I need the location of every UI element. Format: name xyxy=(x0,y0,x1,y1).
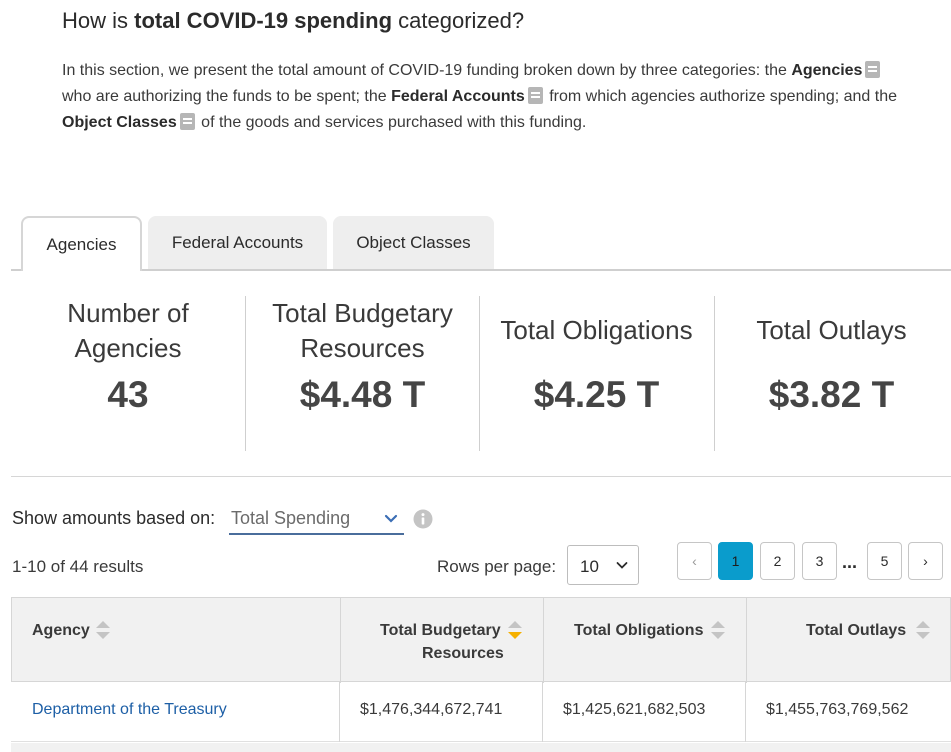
stat-label: Agencies xyxy=(74,333,182,363)
intro-text: from which agencies authorize spending; … xyxy=(544,88,897,105)
spending-type-select[interactable]: Total Spending xyxy=(229,504,404,535)
page-button-3[interactable]: 3 xyxy=(802,542,837,580)
heading-suffix: categorized? xyxy=(392,8,525,33)
agency-link[interactable]: Department of the Treasury xyxy=(32,701,227,718)
summary-stats: Number of Agencies 43 Total Budgetary Re… xyxy=(11,296,951,451)
rows-per-page-value: 10 xyxy=(580,557,599,576)
chevron-down-icon xyxy=(616,562,628,569)
tab-rule xyxy=(11,269,951,271)
cell-value: $1,476,344,672,741 xyxy=(360,701,503,718)
stat-total-obligations: Total Obligations $4.25 T xyxy=(479,296,713,451)
glossary-book-icon[interactable] xyxy=(527,87,543,104)
cell-outlays: $1,455,763,769,562 xyxy=(745,682,951,742)
stat-total-budgetary-resources: Total Budgetary Resources $4.48 T xyxy=(245,296,479,451)
pagination-ellipsis: ... xyxy=(842,552,858,572)
glossary-term-federal-accounts[interactable]: Federal Accounts xyxy=(391,88,525,105)
section-heading: How is total COVID-19 spending categoriz… xyxy=(62,8,524,34)
heading-bold: total COVID-19 spending xyxy=(134,8,393,33)
page-button-1[interactable]: 1 xyxy=(718,542,753,580)
sort-icon[interactable] xyxy=(710,619,726,641)
intro-text: who are authorizing the funds to be spen… xyxy=(62,88,392,105)
stat-label: Resources xyxy=(300,333,425,363)
divider xyxy=(11,476,951,477)
spending-type-value: Total Spending xyxy=(231,508,351,528)
column-label: Total Obligations xyxy=(574,622,704,639)
stat-number-of-agencies: Number of Agencies 43 xyxy=(11,296,245,451)
glossary-term-agencies[interactable]: Agencies xyxy=(791,62,863,79)
rows-per-page-label: Rows per page: xyxy=(437,557,557,576)
intro-text: In this section, we present the total am… xyxy=(62,62,792,79)
cell-budgetary: $1,476,344,672,741 xyxy=(339,682,542,742)
stat-value: 43 xyxy=(107,374,149,415)
stat-value: $4.48 T xyxy=(299,374,426,415)
results-count: 1-10 of 44 results xyxy=(12,557,144,576)
stat-label: Number of xyxy=(67,298,189,328)
cell-obligations: $1,425,621,682,503 xyxy=(542,682,745,742)
column-header-total-outlays[interactable]: Total Outlays xyxy=(746,598,951,683)
next-page-button[interactable]: › xyxy=(908,542,943,580)
tab-federal-accounts[interactable]: Federal Accounts xyxy=(148,216,327,269)
sort-icon[interactable] xyxy=(507,619,523,641)
column-header-total-obligations[interactable]: Total Obligations xyxy=(543,598,746,683)
category-tabs: Agencies Federal Accounts Object Classes xyxy=(11,216,951,271)
chevron-down-icon xyxy=(384,514,398,523)
tab-object-classes[interactable]: Object Classes xyxy=(333,216,494,269)
show-amounts-label: Show amounts based on: xyxy=(12,508,216,528)
column-header-total-budgetary-resources[interactable]: Total Budgetary Resources xyxy=(340,598,543,683)
intro-text: of the goods and services purchased with… xyxy=(196,114,587,131)
column-header-agency[interactable]: Agency xyxy=(12,598,340,683)
sort-icon[interactable] xyxy=(915,619,931,641)
sort-icon[interactable] xyxy=(95,619,111,641)
stat-label: Total Obligations xyxy=(500,315,693,345)
stat-value: $3.82 T xyxy=(768,374,895,415)
glossary-book-icon[interactable] xyxy=(865,61,881,78)
rows-per-page-select[interactable]: 10 xyxy=(567,545,639,585)
table-row xyxy=(11,743,951,752)
table-header: Agency Total Budgetary Resources Total O… xyxy=(11,597,951,683)
glossary-book-icon[interactable] xyxy=(179,113,195,130)
tab-agencies[interactable]: Agencies xyxy=(21,216,142,271)
intro-paragraph: In this section, we present the total am… xyxy=(62,58,902,136)
stat-label: Total Outlays xyxy=(756,315,907,345)
column-label: Total Outlays xyxy=(806,622,907,639)
stat-value: $4.25 T xyxy=(533,374,660,415)
table-row: Department of the Treasury $1,476,344,67… xyxy=(11,682,951,742)
info-icon[interactable] xyxy=(413,509,433,529)
page-button-2[interactable]: 2 xyxy=(760,542,795,580)
agencies-table: Agency Total Budgetary Resources Total O… xyxy=(11,597,951,752)
cell-agency: Department of the Treasury xyxy=(11,682,339,742)
page-button-5[interactable]: 5 xyxy=(867,542,902,580)
glossary-term-object-classes[interactable]: Object Classes xyxy=(62,114,177,131)
stat-total-outlays: Total Outlays $3.82 T xyxy=(714,296,948,451)
stat-label: Total Budgetary xyxy=(272,298,453,328)
column-label: Total Budgetary xyxy=(380,622,501,639)
column-label: Resources xyxy=(422,645,504,662)
heading-prefix: How is xyxy=(62,8,135,33)
column-label: Agency xyxy=(32,622,90,639)
cell-value: $1,455,763,769,562 xyxy=(766,701,909,718)
prev-page-button[interactable]: ‹ xyxy=(677,542,712,580)
cell-value: $1,425,621,682,503 xyxy=(563,701,706,718)
